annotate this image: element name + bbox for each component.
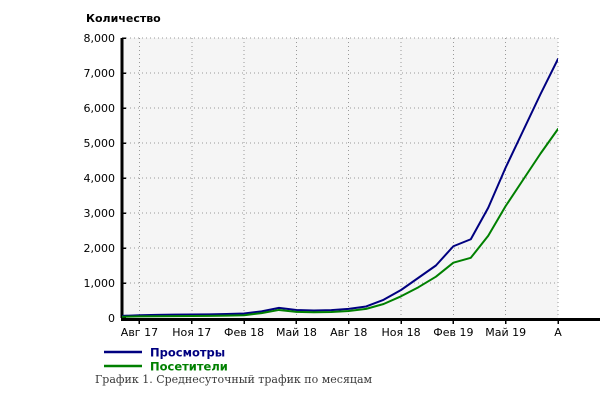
x-tick-label: Май 19 xyxy=(485,326,526,339)
data-series-layer xyxy=(122,58,558,318)
horizontal-gridlines xyxy=(122,37,558,284)
y-tick-label: 8,000 xyxy=(84,32,116,45)
y-axis-title: Количество xyxy=(86,12,161,25)
legend-label: Посетители xyxy=(150,360,228,374)
y-tick-label: 2,000 xyxy=(84,242,116,255)
figure-caption: График 1. Среднесуточный трафик по месяц… xyxy=(95,373,373,386)
y-axis-tick-labels: 0 1,000 2,000 3,000 4,000 5,000 6,000 7,000 8,00… xyxy=(84,32,116,325)
y-tick-label: 0 xyxy=(108,312,115,325)
y-tick-label: 7,000 xyxy=(84,67,116,80)
series-line-views xyxy=(122,58,558,317)
plot-area-background xyxy=(122,38,558,318)
x-tick-label: А xyxy=(554,326,562,339)
y-tick-label: 1,000 xyxy=(84,277,116,290)
x-axis-tick-marks xyxy=(138,319,559,324)
y-tick-label: 6,000 xyxy=(84,102,116,115)
y-axis-tick-marks xyxy=(122,37,126,319)
x-tick-label: Фев 19 xyxy=(433,326,473,339)
legend-label: Просмотры xyxy=(150,346,225,360)
x-tick-label: Май 18 xyxy=(276,326,317,339)
x-tick-label: Авг 18 xyxy=(330,326,367,339)
x-tick-label: Ноя 18 xyxy=(381,326,420,339)
x-axis-tick-labels: Авг 17 Ноя 17 Фев 18 Май 18 Авг 18 Ноя 18 Фев … xyxy=(121,326,562,339)
y-tick-label: 4,000 xyxy=(84,172,116,185)
x-tick-label: Фев 18 xyxy=(224,326,264,339)
x-tick-label: Авг 17 xyxy=(121,326,158,339)
x-tick-label: Ноя 17 xyxy=(172,326,211,339)
series-line-visitors xyxy=(122,128,558,318)
y-tick-label: 5,000 xyxy=(84,137,116,150)
y-tick-label: 3,000 xyxy=(84,207,116,220)
vertical-gridlines xyxy=(138,38,559,318)
